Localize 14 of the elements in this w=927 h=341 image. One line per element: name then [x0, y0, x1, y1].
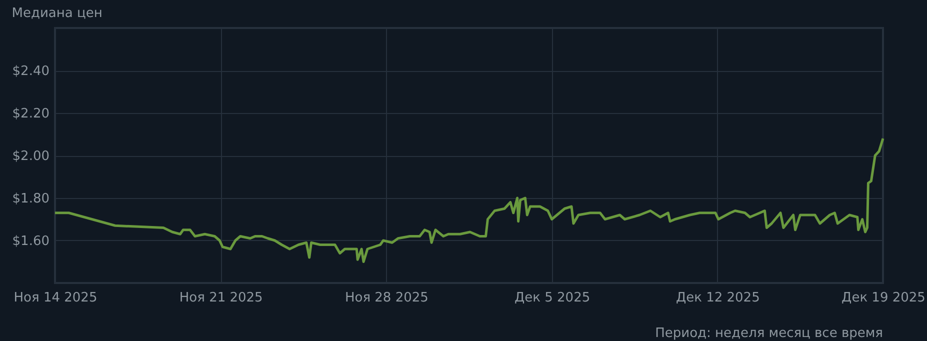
- line-series: [54, 137, 884, 263]
- y-tick-label: $1.60: [12, 234, 50, 249]
- x-tick-label: Ноя 14 2025: [14, 290, 98, 306]
- y-tick-label: $1.80: [12, 192, 50, 206]
- y-tick-label: $2.00: [12, 149, 50, 164]
- y-tick-label: $2.40: [12, 64, 50, 79]
- x-tick-label: Ноя 21 2025: [179, 290, 263, 306]
- x-tick-label: Дек 12 2025: [676, 290, 760, 306]
- x-tick-label: Дек 5 2025: [514, 290, 590, 306]
- x-tick-label: Дек 19 2025: [842, 290, 926, 306]
- text: Период: неделя месяц все время: [655, 326, 883, 341]
- chart-title: Медиана цен: [12, 6, 102, 21]
- y-tick-label: $2.20: [12, 106, 50, 122]
- x-tick-label: Ноя 28 2025: [344, 290, 428, 306]
